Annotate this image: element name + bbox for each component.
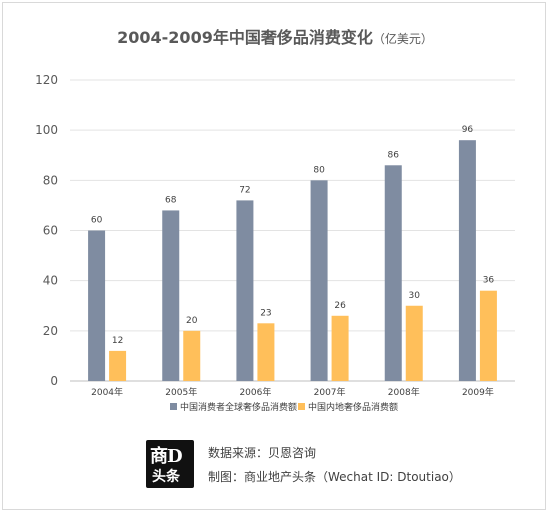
chart-title-main: 2004-2009年中国奢侈品消费变化: [117, 28, 373, 47]
legend-swatch: [298, 403, 305, 410]
x-tick-label: 2005年: [165, 386, 197, 398]
bar-domestic: [257, 323, 275, 381]
bar-global: [384, 165, 402, 381]
bar-domestic: [109, 350, 127, 381]
bar-global: [162, 210, 180, 381]
legend-label: 中国内地奢侈品消费额: [308, 401, 398, 413]
logo-char: 商: [150, 446, 168, 467]
y-tick-label: 40: [43, 274, 58, 288]
bar-domestic: [331, 315, 349, 381]
bar-domestic: [405, 305, 423, 381]
data-label: 80: [313, 165, 325, 175]
x-tick-label: 2004年: [91, 386, 123, 398]
x-tick-label: 2008年: [388, 386, 420, 398]
data-label: 68: [165, 195, 177, 205]
data-label: 20: [186, 316, 198, 326]
data-label: 96: [462, 125, 474, 135]
data-label: 72: [239, 185, 250, 195]
y-tick-label: 80: [43, 173, 58, 187]
x-tick-label: 2006年: [239, 386, 271, 398]
legend-swatch: [170, 403, 177, 410]
y-tick-label: 120: [35, 73, 58, 87]
x-tick-label: 2007年: [314, 386, 346, 398]
data-label: 86: [388, 150, 400, 160]
y-tick-label: 20: [43, 324, 58, 338]
chart-title: 2004-2009年中国奢侈品消费变化（亿美元）: [0, 24, 550, 48]
logo-letter: D: [167, 446, 183, 467]
bar-domestic: [183, 330, 201, 381]
data-label: 60: [91, 216, 103, 226]
data-label: 30: [409, 291, 421, 301]
y-tick-label: 60: [43, 224, 58, 238]
chart-title-unit: （亿美元）: [372, 32, 433, 46]
chart-frame: [2, 2, 546, 510]
bar-chart: 0 20 40 60 80 100 120 60 12 2004年 68 20 2005年 72 23 200…: [35, 73, 515, 413]
x-tick-label: 2009年: [462, 386, 494, 398]
bar-domestic: [479, 290, 497, 381]
logo-subtext: 头条: [152, 469, 180, 485]
brand-logo: 商D 头条: [146, 440, 194, 488]
chart-maker: 制图：商业地产头条（Wechat ID: Dtoutiao）: [208, 470, 461, 484]
data-label: 26: [334, 301, 346, 311]
legend-label: 中国消费者全球奢侈品消费额: [180, 401, 297, 413]
footer: 商D 头条 数据来源：贝恩咨询 制图：商业地产头条（Wechat ID: Dto…: [146, 440, 506, 488]
bar-global: [310, 180, 328, 381]
data-label: 36: [483, 276, 495, 286]
data-label: 12: [112, 336, 123, 346]
bar-global: [458, 140, 476, 381]
y-tick-label: 100: [35, 123, 58, 137]
bar-global: [236, 200, 254, 381]
data-source: 数据来源：贝恩咨询: [208, 446, 317, 460]
bar-global: [88, 230, 106, 381]
y-tick-label: 0: [50, 374, 58, 388]
data-label: 23: [260, 308, 271, 318]
